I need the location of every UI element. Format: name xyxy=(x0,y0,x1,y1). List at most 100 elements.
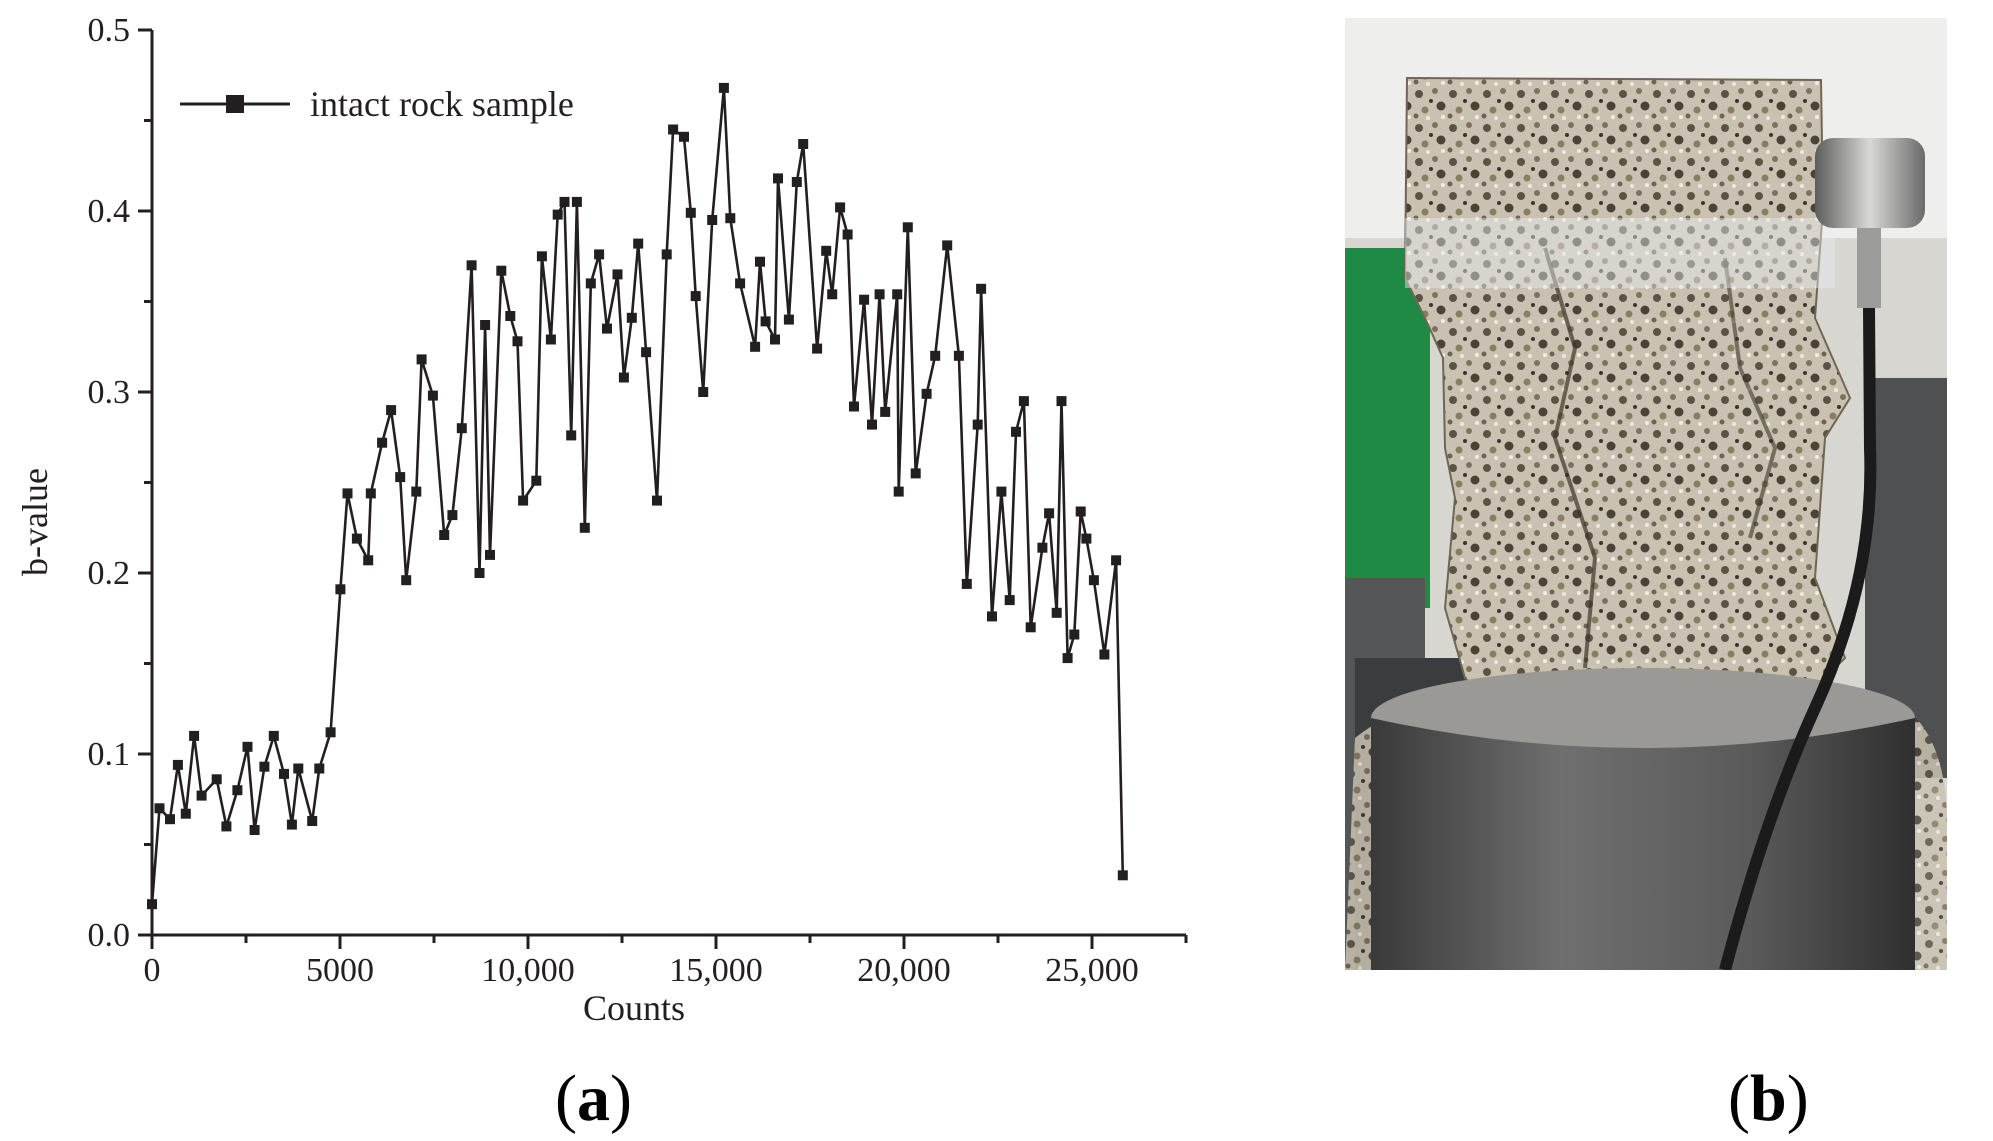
data-point xyxy=(559,196,570,207)
data-point xyxy=(735,278,746,289)
data-point xyxy=(849,401,859,412)
green-panel xyxy=(1345,248,1430,608)
data-point xyxy=(685,207,696,218)
steel-cylinder xyxy=(1371,718,1915,970)
data-point xyxy=(480,320,491,330)
x-axis-title: Counts xyxy=(583,988,685,1028)
data-point xyxy=(892,289,903,300)
data-point xyxy=(325,727,336,738)
data-point xyxy=(1117,870,1128,881)
data-point xyxy=(783,314,794,325)
data-point xyxy=(147,899,157,910)
data-point xyxy=(189,730,200,741)
data-point xyxy=(874,289,885,300)
granite-rock-sample xyxy=(1403,76,1852,719)
data-point xyxy=(518,495,529,506)
y-axis-title: b-value xyxy=(15,468,55,576)
data-point xyxy=(232,785,243,796)
data-point xyxy=(798,139,809,149)
data-point xyxy=(386,405,397,416)
data-point xyxy=(1025,622,1036,633)
data-point xyxy=(612,269,623,280)
data-point xyxy=(961,578,972,589)
data-point xyxy=(1075,506,1086,517)
x-tick-label: 20,000 xyxy=(857,952,951,989)
data-point xyxy=(996,486,1007,497)
data-point xyxy=(976,283,987,294)
data-point xyxy=(363,555,374,566)
chart-series-layer xyxy=(147,82,1128,910)
data-point xyxy=(902,222,913,233)
y-tick-label: 0.3 xyxy=(88,374,131,411)
data-point xyxy=(1011,426,1021,437)
data-point xyxy=(293,763,304,774)
data-point xyxy=(566,430,577,441)
data-point xyxy=(1044,508,1055,519)
data-point xyxy=(1051,607,1062,618)
data-point xyxy=(867,419,877,430)
data-point xyxy=(154,803,165,814)
data-point xyxy=(531,475,542,486)
data-point xyxy=(835,202,846,213)
data-point xyxy=(249,825,260,835)
x-tick-label: 25,000 xyxy=(1045,952,1139,989)
data-point xyxy=(585,278,596,289)
data-point xyxy=(579,522,590,533)
panel-label-b: (b) xyxy=(1728,1062,1809,1135)
data-point xyxy=(755,256,765,267)
data-point xyxy=(466,260,477,271)
data-point xyxy=(196,790,207,801)
data-point xyxy=(602,323,612,334)
data-point xyxy=(552,209,563,220)
data-point xyxy=(773,173,783,184)
data-point xyxy=(707,215,718,225)
data-point xyxy=(679,131,689,142)
data-point xyxy=(505,311,516,321)
data-point xyxy=(1037,542,1048,553)
x-tick-label: 15,000 xyxy=(669,952,763,989)
data-point xyxy=(571,196,582,207)
y-tick-label: 0.1 xyxy=(88,736,131,773)
data-point xyxy=(842,229,853,240)
data-point xyxy=(1099,649,1110,660)
data-point xyxy=(880,406,891,417)
data-point xyxy=(335,584,346,595)
data-point xyxy=(633,238,644,249)
data-point xyxy=(496,265,507,276)
chart-legend: intact rock sample xyxy=(180,84,574,124)
data-point xyxy=(1111,555,1122,566)
data-point xyxy=(221,821,232,832)
data-point xyxy=(725,213,736,224)
data-point xyxy=(259,761,270,772)
data-point xyxy=(770,334,780,345)
sensor-cable xyxy=(1719,307,1877,970)
data-point xyxy=(447,510,458,521)
data-point xyxy=(395,472,406,483)
data-point xyxy=(536,251,547,262)
data-point xyxy=(942,240,953,251)
rock-sample-photo-illustration xyxy=(1345,18,1947,970)
data-point xyxy=(172,759,183,770)
data-point xyxy=(242,741,253,752)
data-point xyxy=(279,768,289,779)
y-tick-label: 0.4 xyxy=(88,193,131,230)
data-point xyxy=(211,774,222,785)
data-point xyxy=(1088,575,1099,586)
panel-label-a: (a) xyxy=(555,1062,632,1135)
data-point xyxy=(377,437,388,448)
data-point xyxy=(365,488,376,499)
data-point xyxy=(812,343,823,354)
rock-fracture-2 xyxy=(1723,257,1778,539)
data-point xyxy=(953,350,964,361)
y-tick-label: 0.2 xyxy=(88,555,131,592)
data-point xyxy=(314,763,325,774)
data-point xyxy=(411,486,422,497)
data-point xyxy=(910,468,921,479)
data-point xyxy=(626,312,637,323)
x-tick-label: 10,000 xyxy=(481,952,575,989)
data-point xyxy=(307,816,318,826)
data-point xyxy=(474,568,485,578)
legend-marker xyxy=(226,95,244,113)
data-point xyxy=(1056,396,1067,407)
data-point xyxy=(485,549,495,560)
